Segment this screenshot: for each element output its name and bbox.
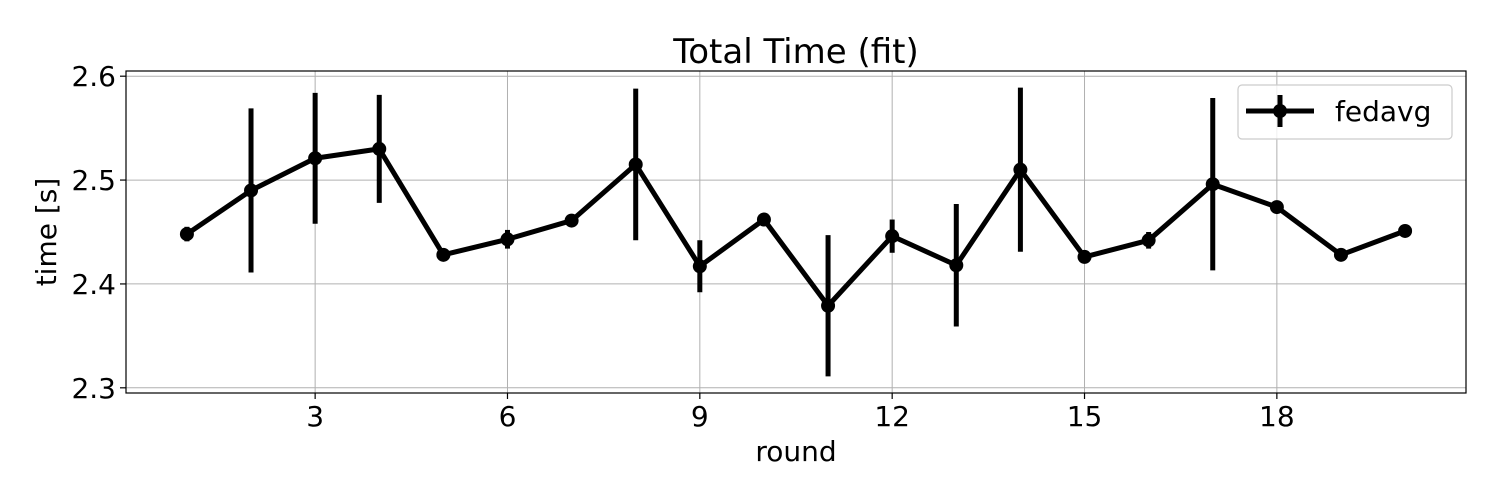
y-axis-label: time [s]: [30, 178, 63, 287]
legend-box: [1237, 84, 1453, 140]
data-point: [564, 213, 579, 228]
x-tick-label: 15: [1067, 400, 1103, 433]
data-point: [1013, 162, 1028, 177]
data-point: [885, 229, 900, 244]
data-points: [179, 141, 1413, 313]
data-point: [179, 227, 194, 242]
legend: fedavg: [1237, 84, 1453, 140]
y-tick-label: 2.3: [71, 372, 116, 405]
data-point: [436, 247, 451, 262]
data-point: [1398, 223, 1413, 238]
series-line-fedavg: [185, 146, 1406, 309]
x-tick-label: 9: [691, 400, 709, 433]
x-tick-label: 6: [499, 400, 517, 433]
data-point: [756, 212, 771, 227]
data-point: [308, 151, 323, 166]
data-point: [1333, 247, 1348, 262]
chart-title: Total Time (fit): [672, 32, 919, 72]
y-tick-label: 2.6: [71, 60, 116, 93]
x-tick-label: 3: [306, 400, 324, 433]
y-tick-label: 2.5: [71, 164, 116, 197]
x-tick-label: 18: [1259, 400, 1295, 433]
data-point: [244, 183, 259, 198]
data-point: [372, 141, 387, 156]
x-axis-label: round: [755, 435, 836, 468]
data-point: [692, 259, 707, 274]
data-point: [949, 258, 964, 273]
legend-series-label: fedavg: [1335, 95, 1431, 128]
data-point: [1077, 249, 1092, 264]
data-point: [500, 232, 515, 247]
x-axis-ticks: 3 6 9 12 15 18: [306, 393, 1295, 433]
y-tick-label: 2.4: [71, 268, 116, 301]
x-tick-label: 12: [874, 400, 910, 433]
plot-frame: [125, 70, 1467, 394]
data-point: [1269, 200, 1284, 215]
data-point: [821, 298, 836, 313]
data-point: [628, 157, 643, 172]
y-axis-ticks: 2.3 2.4 2.5 2.6: [71, 60, 126, 405]
data-point: [1141, 233, 1156, 248]
legend-series-marker: [1273, 104, 1287, 118]
data-point: [1205, 177, 1220, 192]
series-lines: [185, 146, 1406, 309]
